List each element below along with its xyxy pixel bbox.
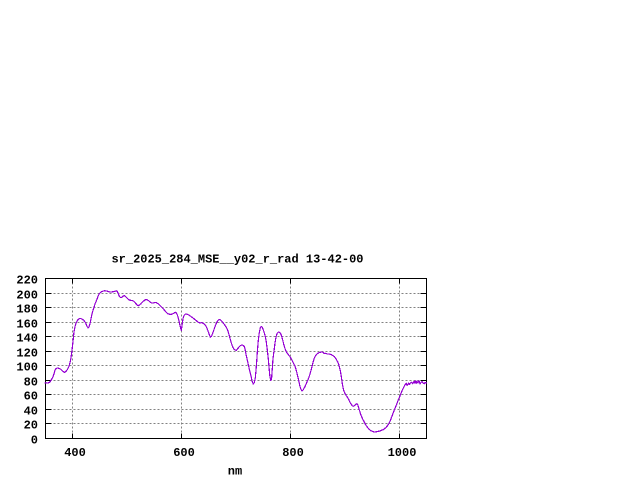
svg-text:400: 400 (64, 446, 86, 460)
svg-text:180: 180 (16, 303, 38, 317)
svg-text:0: 0 (31, 434, 38, 448)
svg-text:600: 600 (173, 446, 195, 460)
svg-text:sr_2025_284_MSE__y02_r_rad 13-: sr_2025_284_MSE__y02_r_rad 13-42-00 (111, 253, 363, 267)
svg-text:20: 20 (24, 419, 38, 433)
svg-text:120: 120 (16, 347, 38, 361)
svg-text:100: 100 (16, 361, 38, 375)
svg-text:220: 220 (16, 274, 38, 288)
svg-text:60: 60 (24, 390, 38, 404)
svg-text:160: 160 (16, 318, 38, 332)
svg-text:140: 140 (16, 332, 38, 346)
svg-text:80: 80 (24, 376, 38, 390)
svg-text:200: 200 (16, 289, 38, 303)
svg-text:1000: 1000 (388, 446, 417, 460)
svg-text:40: 40 (24, 405, 38, 419)
svg-text:800: 800 (282, 446, 304, 460)
svg-text:nm: nm (228, 465, 242, 479)
